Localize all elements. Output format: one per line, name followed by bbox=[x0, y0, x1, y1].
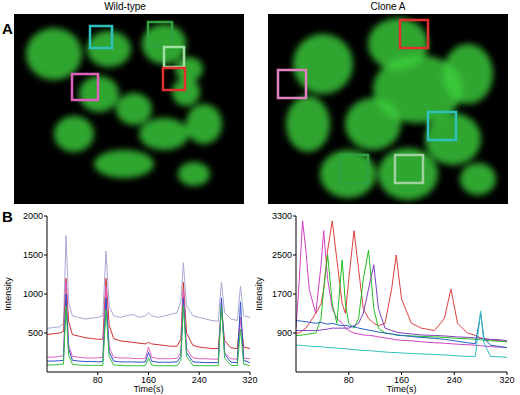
cell bbox=[286, 96, 330, 152]
y-tick bbox=[44, 333, 47, 334]
image-background bbox=[268, 14, 508, 204]
roi-box bbox=[72, 74, 98, 100]
cell bbox=[94, 150, 154, 178]
cell bbox=[460, 163, 496, 195]
x-tick-label: 240 bbox=[192, 375, 207, 385]
cell bbox=[116, 93, 152, 125]
figure: ABWild-typeClone A5001000150020008016024… bbox=[0, 0, 520, 395]
x-axis-label: Time(s) bbox=[386, 384, 416, 394]
cell bbox=[425, 113, 481, 165]
image-background bbox=[14, 14, 244, 204]
y-tick bbox=[44, 216, 47, 217]
roi-box bbox=[428, 112, 456, 140]
series-line bbox=[296, 221, 507, 342]
x-axis-label: Time(s) bbox=[133, 384, 163, 394]
chart: 90017002500330080160240320Time(s)Intensi… bbox=[254, 211, 515, 394]
roi-box bbox=[400, 20, 428, 48]
panel-label: A bbox=[2, 20, 13, 37]
y-tick-label: 1500 bbox=[23, 250, 43, 260]
roi-box bbox=[90, 26, 112, 48]
cell bbox=[139, 118, 189, 150]
roi-box bbox=[164, 47, 184, 67]
series-line bbox=[296, 265, 507, 341]
x-tick-label: 320 bbox=[499, 375, 514, 385]
y-tick bbox=[293, 216, 296, 217]
y-tick bbox=[293, 333, 296, 334]
series-line bbox=[47, 294, 250, 363]
cells bbox=[286, 18, 496, 200]
y-tick-label: 2000 bbox=[23, 211, 43, 221]
y-tick bbox=[44, 294, 47, 295]
lines bbox=[296, 221, 507, 358]
micrograph bbox=[14, 14, 244, 204]
series-line bbox=[47, 306, 250, 366]
chart: 50010001500200080160240320Time(s)Intensi… bbox=[3, 211, 258, 394]
y-tick-label: 900 bbox=[277, 328, 292, 338]
y-tick-label: 500 bbox=[28, 328, 43, 338]
cells bbox=[26, 24, 222, 186]
series-line bbox=[296, 314, 507, 348]
cell bbox=[178, 162, 210, 186]
y-tick bbox=[293, 255, 296, 256]
y-tick bbox=[44, 255, 47, 256]
y-tick-label: 1700 bbox=[272, 289, 292, 299]
roi-box bbox=[340, 155, 368, 183]
series-line bbox=[296, 311, 507, 357]
roi-box bbox=[278, 70, 306, 98]
series-line bbox=[296, 250, 507, 342]
y-tick-label: 3300 bbox=[272, 211, 292, 221]
lines bbox=[47, 236, 250, 366]
x-tick-label: 80 bbox=[344, 375, 354, 385]
roi-box bbox=[163, 68, 185, 90]
title: Wild-type bbox=[104, 1, 146, 12]
cell bbox=[186, 104, 222, 144]
roi-box bbox=[148, 22, 172, 46]
series-line bbox=[47, 236, 250, 329]
series-line bbox=[296, 221, 507, 348]
x-tick-label: 80 bbox=[93, 375, 103, 385]
cell bbox=[293, 34, 353, 94]
y-axis-label: Intensity bbox=[3, 277, 13, 311]
y-tick-label: 2500 bbox=[272, 250, 292, 260]
y-tick bbox=[293, 294, 296, 295]
y-tick-label: 1000 bbox=[23, 289, 43, 299]
cell bbox=[345, 98, 401, 150]
cell bbox=[443, 44, 493, 104]
panel-label: B bbox=[2, 208, 13, 225]
x-tick-label: 240 bbox=[447, 375, 462, 385]
cell bbox=[378, 148, 438, 200]
x-tick-label: 320 bbox=[242, 375, 257, 385]
cell bbox=[320, 150, 376, 198]
cell bbox=[26, 28, 82, 80]
y-axis-label: Intensity bbox=[254, 277, 264, 311]
roi-box bbox=[395, 155, 423, 183]
title: Clone A bbox=[370, 1, 405, 12]
micrograph bbox=[268, 14, 508, 204]
cell bbox=[54, 116, 94, 152]
